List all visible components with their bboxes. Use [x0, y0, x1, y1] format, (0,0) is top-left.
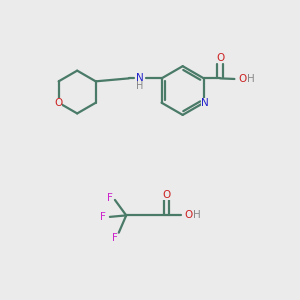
Text: O: O: [54, 98, 62, 108]
Text: O: O: [185, 210, 193, 220]
Text: O: O: [239, 74, 247, 84]
Text: N: N: [136, 74, 143, 83]
Text: H: H: [247, 74, 255, 84]
Text: F: F: [112, 233, 118, 243]
Text: F: F: [106, 194, 112, 203]
Text: O: O: [216, 53, 224, 63]
Text: H: H: [193, 210, 200, 220]
Text: O: O: [162, 190, 170, 200]
Text: N: N: [200, 98, 208, 108]
Text: F: F: [100, 212, 106, 222]
Text: H: H: [136, 80, 143, 91]
